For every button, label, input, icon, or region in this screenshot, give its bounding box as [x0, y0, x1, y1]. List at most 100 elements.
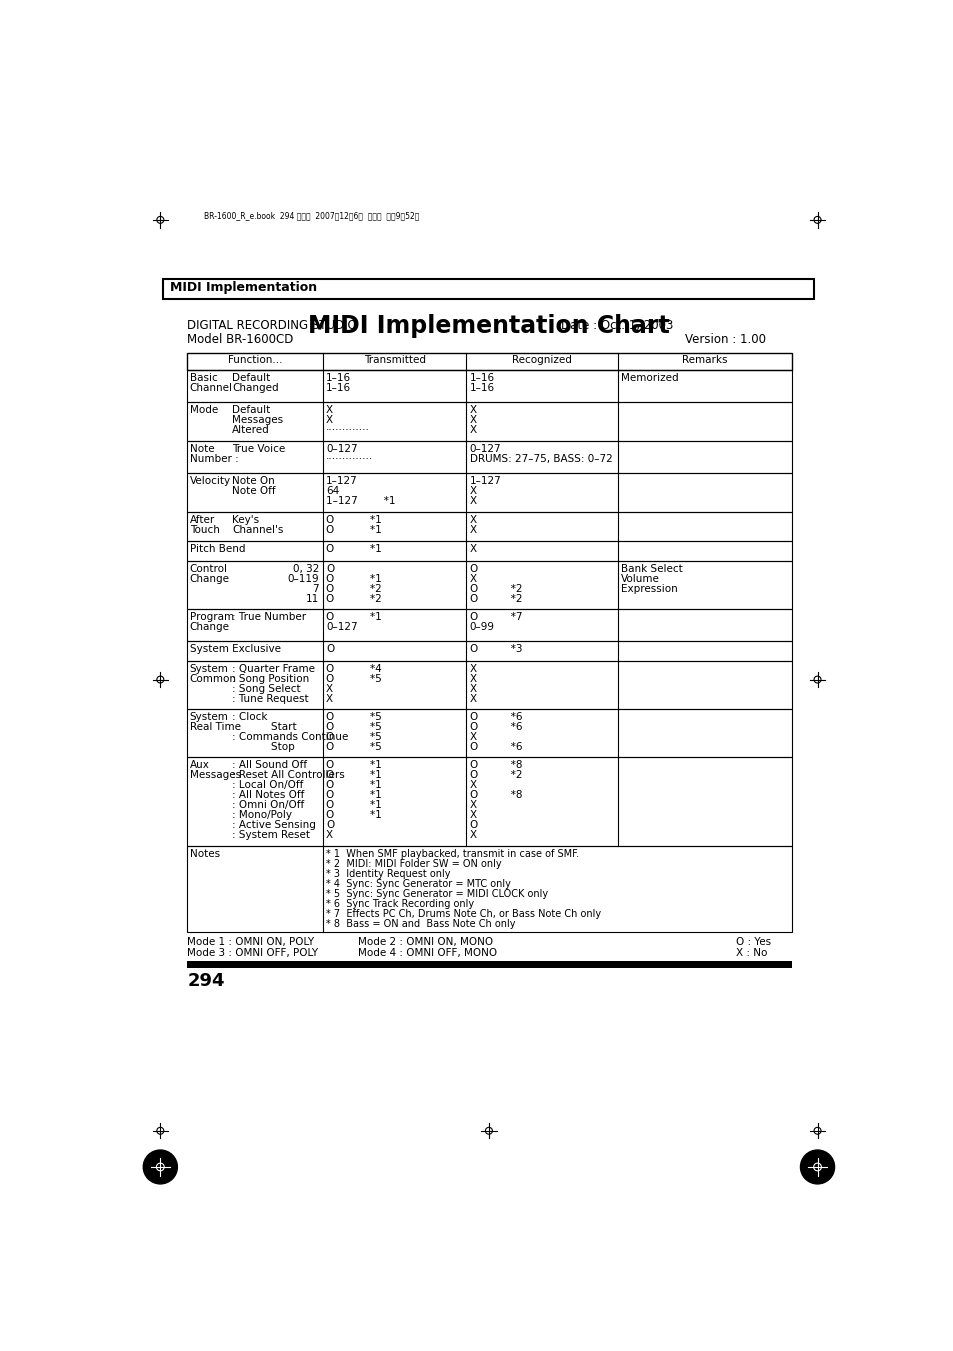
Text: Change: Change	[190, 621, 230, 632]
Text: * 2  MIDI: MIDI Folder SW = ON only: * 2 MIDI: MIDI Folder SW = ON only	[326, 859, 501, 869]
Text: * 5  Sync: Sync Generator = MIDI CLOCK only: * 5 Sync: Sync Generator = MIDI CLOCK on…	[326, 889, 548, 898]
Text: : Omni On/Off: : Omni On/Off	[233, 800, 304, 809]
Text: 0–99: 0–99	[469, 621, 494, 632]
Text: X: X	[469, 732, 476, 742]
Text: O: O	[326, 820, 335, 830]
Bar	[163, 280, 814, 299]
Text: O           *1: O *1	[326, 790, 381, 800]
Text: O           *1: O *1	[326, 770, 381, 780]
Text: O           *1: O *1	[326, 574, 381, 584]
Text: Volume: Volume	[620, 574, 659, 584]
Text: 0, 32: 0, 32	[293, 565, 319, 574]
Bar	[187, 353, 791, 370]
Text: : All Notes Off: : All Notes Off	[233, 790, 304, 800]
Text: Default: Default	[233, 405, 271, 416]
Text: 1–127: 1–127	[326, 477, 357, 486]
Text: Default: Default	[233, 373, 271, 384]
Text: DIGITAL RECORDING STUDIO: DIGITAL RECORDING STUDIO	[187, 319, 356, 332]
Text: Notes: Notes	[190, 848, 220, 859]
Text: * 1  When SMF playbacked, transmit in case of SMF.: * 1 When SMF playbacked, transmit in cas…	[326, 848, 578, 859]
Text: 0–119: 0–119	[287, 574, 319, 584]
Text: X : No: X : No	[736, 947, 767, 958]
Text: O           *4: O *4	[326, 665, 381, 674]
Text: Model BR-1600CD: Model BR-1600CD	[187, 334, 294, 346]
Text: O          *2: O *2	[469, 584, 521, 594]
Text: X: X	[469, 405, 476, 416]
Text: X: X	[469, 544, 476, 554]
Text: 0–127: 0–127	[326, 444, 357, 454]
Text: Velocity: Velocity	[190, 477, 231, 486]
Text: O           *1: O *1	[326, 612, 381, 621]
Text: X: X	[469, 426, 476, 435]
Text: * 3  Identity Request only: * 3 Identity Request only	[326, 869, 450, 880]
Text: X: X	[469, 574, 476, 584]
Text: O           *5: O *5	[326, 712, 381, 721]
Text: ·············: ·············	[326, 426, 370, 435]
Text: X: X	[469, 694, 476, 704]
Text: Mode 2 : OMNI ON, MONO: Mode 2 : OMNI ON, MONO	[357, 936, 493, 947]
Text: Mode 4 : OMNI OFF, MONO: Mode 4 : OMNI OFF, MONO	[357, 947, 497, 958]
Text: System: System	[190, 712, 229, 721]
Text: O           *5: O *5	[326, 674, 381, 684]
Text: * 4  Sync: Sync Generator = MTC only: * 4 Sync: Sync Generator = MTC only	[326, 880, 511, 889]
Text: : Song Position: : Song Position	[233, 674, 310, 684]
Text: * 6  Sync Track Recording only: * 6 Sync Track Recording only	[326, 898, 474, 909]
Text: O           *1: O *1	[326, 780, 381, 790]
Text: Messages: Messages	[190, 770, 241, 780]
Text: Stop: Stop	[233, 742, 294, 753]
Text: System: System	[190, 665, 229, 674]
Bar	[187, 512, 791, 540]
Text: Function...: Function...	[228, 355, 282, 365]
Text: * 8  Bass = ON and  Bass Note Ch only: * 8 Bass = ON and Bass Note Ch only	[326, 919, 516, 929]
Text: X: X	[326, 830, 333, 840]
Text: X: X	[469, 524, 476, 535]
Text: Recognized: Recognized	[512, 355, 572, 365]
Text: O           *2: O *2	[326, 584, 381, 594]
Text: O           *1: O *1	[326, 515, 381, 524]
Text: : Active Sensing: : Active Sensing	[233, 820, 316, 830]
Bar	[187, 642, 791, 661]
Text: O: O	[326, 565, 335, 574]
Circle shape	[143, 1150, 177, 1183]
Text: O: O	[469, 820, 477, 830]
Text: Start: Start	[233, 721, 296, 732]
Text: Basic: Basic	[190, 373, 217, 384]
Bar	[187, 370, 791, 403]
Text: O          *6: O *6	[469, 712, 521, 721]
Text: O           *1: O *1	[326, 759, 381, 770]
Text: Change: Change	[190, 574, 230, 584]
Text: : System Reset: : System Reset	[233, 830, 310, 840]
Bar	[187, 440, 791, 473]
Text: Bank Select: Bank Select	[620, 565, 681, 574]
Text: X: X	[469, 496, 476, 507]
Text: X: X	[469, 515, 476, 524]
Bar	[187, 561, 791, 609]
Text: : Commands Continue: : Commands Continue	[233, 732, 349, 742]
Text: : All Sound Off: : All Sound Off	[233, 759, 307, 770]
Text: 1–127        *1: 1–127 *1	[326, 496, 395, 507]
Circle shape	[800, 1150, 834, 1183]
Text: O           *2: O *2	[326, 594, 381, 604]
Text: X: X	[469, 416, 476, 426]
Text: Changed: Changed	[233, 384, 278, 393]
Text: Real Time: Real Time	[190, 721, 240, 732]
Text: X: X	[326, 416, 333, 426]
Bar	[187, 473, 791, 512]
Bar	[187, 846, 791, 932]
Text: O          *7: O *7	[469, 612, 521, 621]
Bar	[187, 709, 791, 757]
Bar	[187, 403, 791, 440]
Text: Transmitted: Transmitted	[363, 355, 425, 365]
Text: Version : 1.00: Version : 1.00	[684, 334, 765, 346]
Text: 7: 7	[313, 584, 319, 594]
Bar	[187, 661, 791, 709]
Text: Note On: Note On	[233, 477, 274, 486]
Text: X: X	[326, 684, 333, 694]
Text: O           *1: O *1	[326, 809, 381, 820]
Text: : Song Select: : Song Select	[233, 684, 301, 694]
Text: X: X	[469, 665, 476, 674]
Text: System Exclusive: System Exclusive	[190, 644, 280, 654]
Text: True Voice: True Voice	[233, 444, 285, 454]
Text: Control: Control	[190, 565, 228, 574]
Text: O          *6: O *6	[469, 742, 521, 753]
